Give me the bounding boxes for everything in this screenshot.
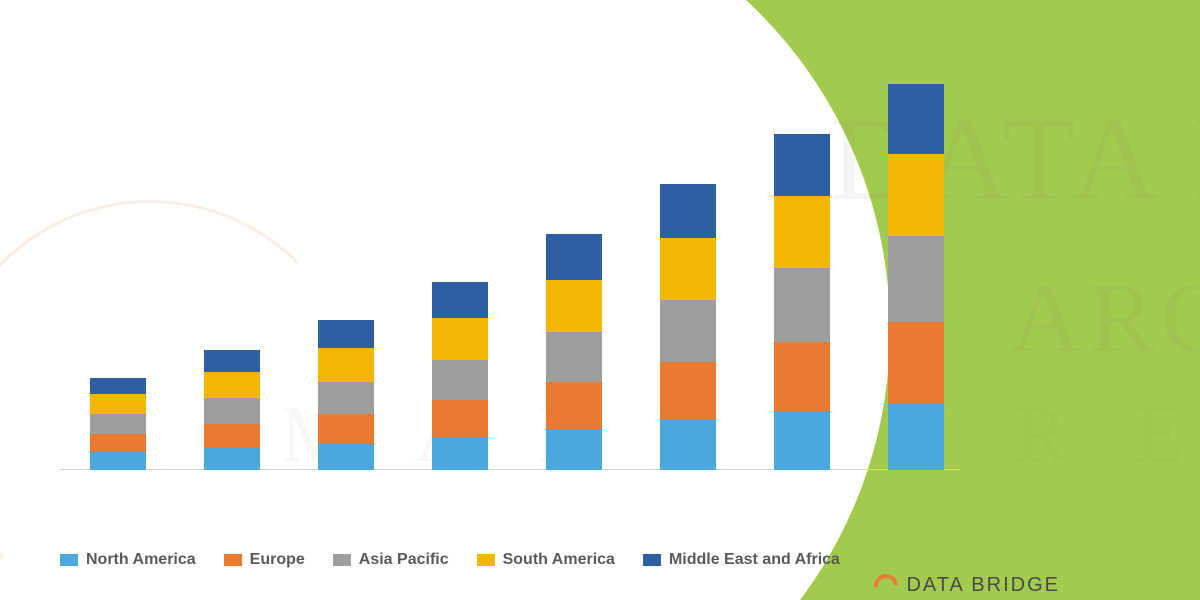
bar-3-seg-mea: [318, 320, 374, 348]
plot-area: [60, 30, 960, 470]
brand-text: DATA BRIDGE: [906, 574, 1060, 597]
bar-1-seg-sa: [90, 394, 146, 414]
legend-label-sa: South America: [503, 551, 615, 569]
legend-swatch-eu: [224, 554, 242, 566]
bar-7-seg-na: [774, 412, 830, 470]
bar-3-seg-sa: [318, 348, 374, 382]
bar-2-seg-na: [204, 448, 260, 470]
bar-1-seg-na: [90, 452, 146, 470]
bar-7-seg-ap: [774, 268, 830, 342]
bar-4-seg-eu: [432, 400, 488, 438]
legend-item-eu: Europe: [224, 551, 305, 569]
legend-item-mea: Middle East and Africa: [643, 551, 840, 569]
bar-5-seg-eu: [546, 382, 602, 430]
bar-5-seg-mea: [546, 234, 602, 280]
bar-8-seg-na: [888, 404, 944, 470]
bar-6-seg-eu: [660, 362, 716, 420]
legend-swatch-mea: [643, 554, 661, 566]
legend-label-eu: Europe: [250, 551, 305, 569]
legend-item-ap: Asia Pacific: [333, 551, 449, 569]
bar-1-seg-eu: [90, 434, 146, 452]
legend-swatch-ap: [333, 554, 351, 566]
bar-2-seg-mea: [204, 350, 260, 372]
bar-6-seg-ap: [660, 300, 716, 362]
bar-7-seg-eu: [774, 342, 830, 412]
bar-4-seg-ap: [432, 360, 488, 400]
bar-5-seg-sa: [546, 280, 602, 332]
bar-2-seg-sa: [204, 372, 260, 398]
bar-7-seg-sa: [774, 196, 830, 268]
legend-item-sa: South America: [477, 551, 615, 569]
legend-swatch-na: [60, 554, 78, 566]
bar-2-seg-eu: [204, 424, 260, 448]
stage: DATA BRI ARC M A R K E T R E S North Ame…: [0, 0, 1200, 600]
chart-area: [40, 30, 980, 510]
bar-1: [90, 378, 146, 470]
bar-7-seg-mea: [774, 134, 830, 196]
bar-8-seg-eu: [888, 322, 944, 404]
bar-4-seg-sa: [432, 318, 488, 360]
bar-2-seg-ap: [204, 398, 260, 424]
brand-icon: [870, 572, 896, 598]
legend-label-mea: Middle East and Africa: [669, 551, 840, 569]
bar-4-seg-mea: [432, 282, 488, 318]
bar-1-seg-mea: [90, 378, 146, 394]
bar-6-seg-sa: [660, 238, 716, 300]
bar-3: [318, 320, 374, 470]
bar-5-seg-ap: [546, 332, 602, 382]
bar-5: [546, 234, 602, 470]
bar-4: [432, 282, 488, 470]
legend-label-ap: Asia Pacific: [359, 551, 449, 569]
bar-8-seg-ap: [888, 236, 944, 322]
bar-8-seg-sa: [888, 154, 944, 236]
bar-3-seg-eu: [318, 414, 374, 444]
legend-item-na: North America: [60, 551, 196, 569]
bar-6-seg-mea: [660, 184, 716, 238]
legend-label-na: North America: [86, 551, 196, 569]
bar-5-seg-na: [546, 430, 602, 470]
bar-8-seg-mea: [888, 84, 944, 154]
brand-footer: DATA BRIDGE: [870, 572, 1060, 598]
bar-6: [660, 184, 716, 470]
bar-3-seg-ap: [318, 382, 374, 414]
bar-3-seg-na: [318, 444, 374, 470]
bar-2: [204, 350, 260, 470]
legend: North America Europe Asia Pacific South Ame…: [60, 540, 960, 580]
bar-8: [888, 84, 944, 470]
bar-7: [774, 134, 830, 470]
legend-swatch-sa: [477, 554, 495, 566]
bar-4-seg-na: [432, 438, 488, 470]
bar-6-seg-na: [660, 420, 716, 470]
bar-1-seg-ap: [90, 414, 146, 434]
